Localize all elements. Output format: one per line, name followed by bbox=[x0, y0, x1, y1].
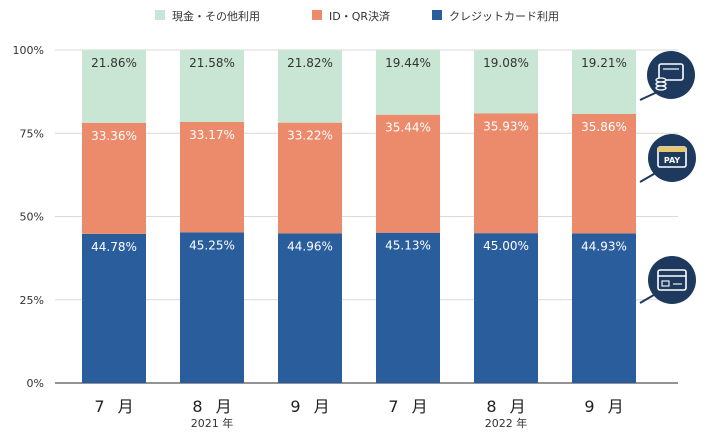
bar-segment bbox=[82, 233, 146, 383]
bar-segment bbox=[474, 113, 538, 234]
bar-segment bbox=[82, 122, 146, 234]
legend-swatch bbox=[312, 10, 322, 20]
y-tick-label: 100% bbox=[13, 44, 44, 57]
x-tick-label: 7 月 bbox=[388, 397, 431, 416]
legend-label: クレジットカード利用 bbox=[449, 10, 559, 23]
legend-swatch bbox=[155, 10, 165, 20]
y-tick-label: 25% bbox=[20, 294, 44, 307]
bar-segment bbox=[278, 233, 342, 383]
bar-segment bbox=[572, 113, 636, 234]
legend: 現金・その他利用 ID・QR決済 クレジットカード利用 bbox=[155, 9, 559, 23]
data-label: 44.96% bbox=[287, 239, 333, 253]
data-label: 19.08% bbox=[483, 56, 529, 70]
bar-segment bbox=[278, 50, 342, 123]
cash-coins-icon bbox=[639, 51, 695, 101]
legend-swatch bbox=[432, 10, 442, 20]
bar-segment bbox=[572, 233, 636, 383]
y-tick-label: 75% bbox=[20, 127, 44, 140]
data-label: 44.93% bbox=[581, 239, 627, 253]
bar-segment bbox=[278, 122, 342, 234]
bars: 44.78% 33.36% 21.86% 45.25% 33.17% 21.58% 44.9… bbox=[82, 49, 636, 383]
bar-segment bbox=[474, 49, 538, 114]
bar-segment bbox=[180, 50, 244, 122]
side-icons: PAY bbox=[639, 51, 696, 304]
bar-segment bbox=[376, 114, 440, 233]
data-label: 33.22% bbox=[287, 129, 333, 143]
bar-segment bbox=[474, 233, 538, 383]
credit-card-icon bbox=[639, 256, 696, 304]
data-label: 45.13% bbox=[385, 239, 431, 253]
data-label: 19.44% bbox=[385, 56, 431, 70]
pay-icon-text: PAY bbox=[664, 156, 681, 165]
y-axis: 0% 25% 50% 75% 100% bbox=[13, 44, 44, 390]
x-tick-label: 7 月 bbox=[94, 397, 137, 416]
x-tick-label: 8 月 bbox=[486, 397, 529, 416]
year-label: 2021 年 bbox=[191, 416, 234, 430]
data-label: 33.36% bbox=[91, 129, 137, 143]
x-axis: 7 月 8 月 9 月 7 月 8 月 9 月 2021 年 2022 年 bbox=[94, 397, 627, 430]
bar-segment bbox=[180, 232, 244, 383]
data-label: 35.86% bbox=[581, 120, 627, 134]
data-label: 45.00% bbox=[483, 239, 529, 253]
pay-card-icon: PAY bbox=[639, 134, 696, 183]
data-label: 19.21% bbox=[581, 56, 627, 70]
data-label: 21.58% bbox=[189, 56, 235, 70]
bar-segment bbox=[572, 50, 636, 114]
data-label: 35.44% bbox=[385, 121, 431, 135]
y-tick-label: 50% bbox=[20, 211, 44, 224]
bar-segment bbox=[180, 121, 244, 233]
legend-label: ID・QR決済 bbox=[329, 9, 390, 23]
x-tick-label: 9 月 bbox=[584, 397, 627, 416]
data-label: 44.78% bbox=[91, 240, 137, 254]
data-label: 35.93% bbox=[483, 120, 529, 134]
y-tick-label: 0% bbox=[27, 377, 44, 390]
data-label: 21.82% bbox=[287, 56, 333, 70]
bar-segment bbox=[82, 50, 146, 123]
data-label: 33.17% bbox=[189, 128, 235, 142]
data-label: 45.25% bbox=[189, 238, 235, 252]
legend-label: 現金・その他利用 bbox=[172, 9, 260, 23]
bar-segment bbox=[376, 49, 440, 115]
x-tick-label: 9 月 bbox=[290, 397, 333, 416]
data-label: 21.86% bbox=[91, 56, 137, 70]
bar-segment bbox=[376, 232, 440, 383]
x-tick-label: 8 月 bbox=[192, 397, 235, 416]
year-label: 2022 年 bbox=[485, 416, 528, 430]
